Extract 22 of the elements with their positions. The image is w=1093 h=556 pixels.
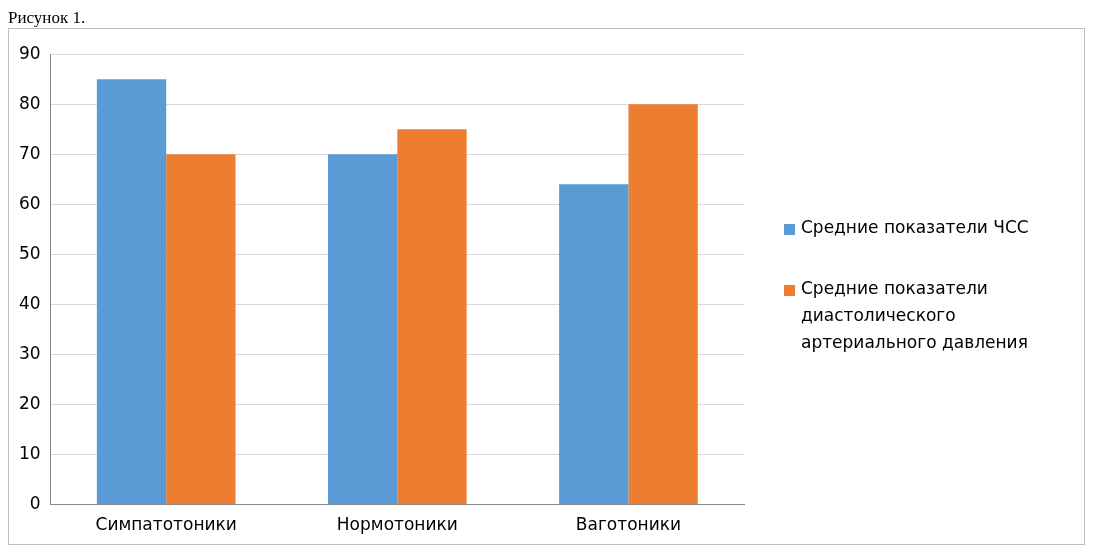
- y-tick-label: 70: [18, 142, 41, 163]
- text: Рисунок 1.: [8, 8, 87, 28]
- y-tick-label: 30: [18, 342, 41, 363]
- x-tick-label: Ваготоники: [575, 514, 682, 535]
- legend-label: Средние показатели диастолического артериального давления: [801, 276, 1029, 354]
- y-tick-label: 20: [18, 392, 41, 413]
- bar: [96, 79, 167, 505]
- y-tick-label: 50: [18, 242, 41, 263]
- bar: [628, 104, 698, 505]
- y-tick-label: 10: [18, 442, 41, 463]
- x-tick-label: Симпатотоники: [95, 514, 237, 535]
- legend-label: Средние показатели ЧСС: [801, 215, 1029, 239]
- y-tick-label: 60: [18, 192, 41, 213]
- bar: [559, 184, 629, 505]
- bar: [397, 129, 467, 505]
- y-tick-label: 80: [18, 92, 41, 113]
- y-tick-label: 0: [29, 493, 41, 514]
- y-tick-label: 90: [18, 42, 41, 63]
- y-tick-label: 40: [18, 292, 41, 313]
- bar: [166, 154, 236, 505]
- x-tick-label: Нормотоники: [336, 514, 458, 535]
- bar: [327, 154, 398, 505]
